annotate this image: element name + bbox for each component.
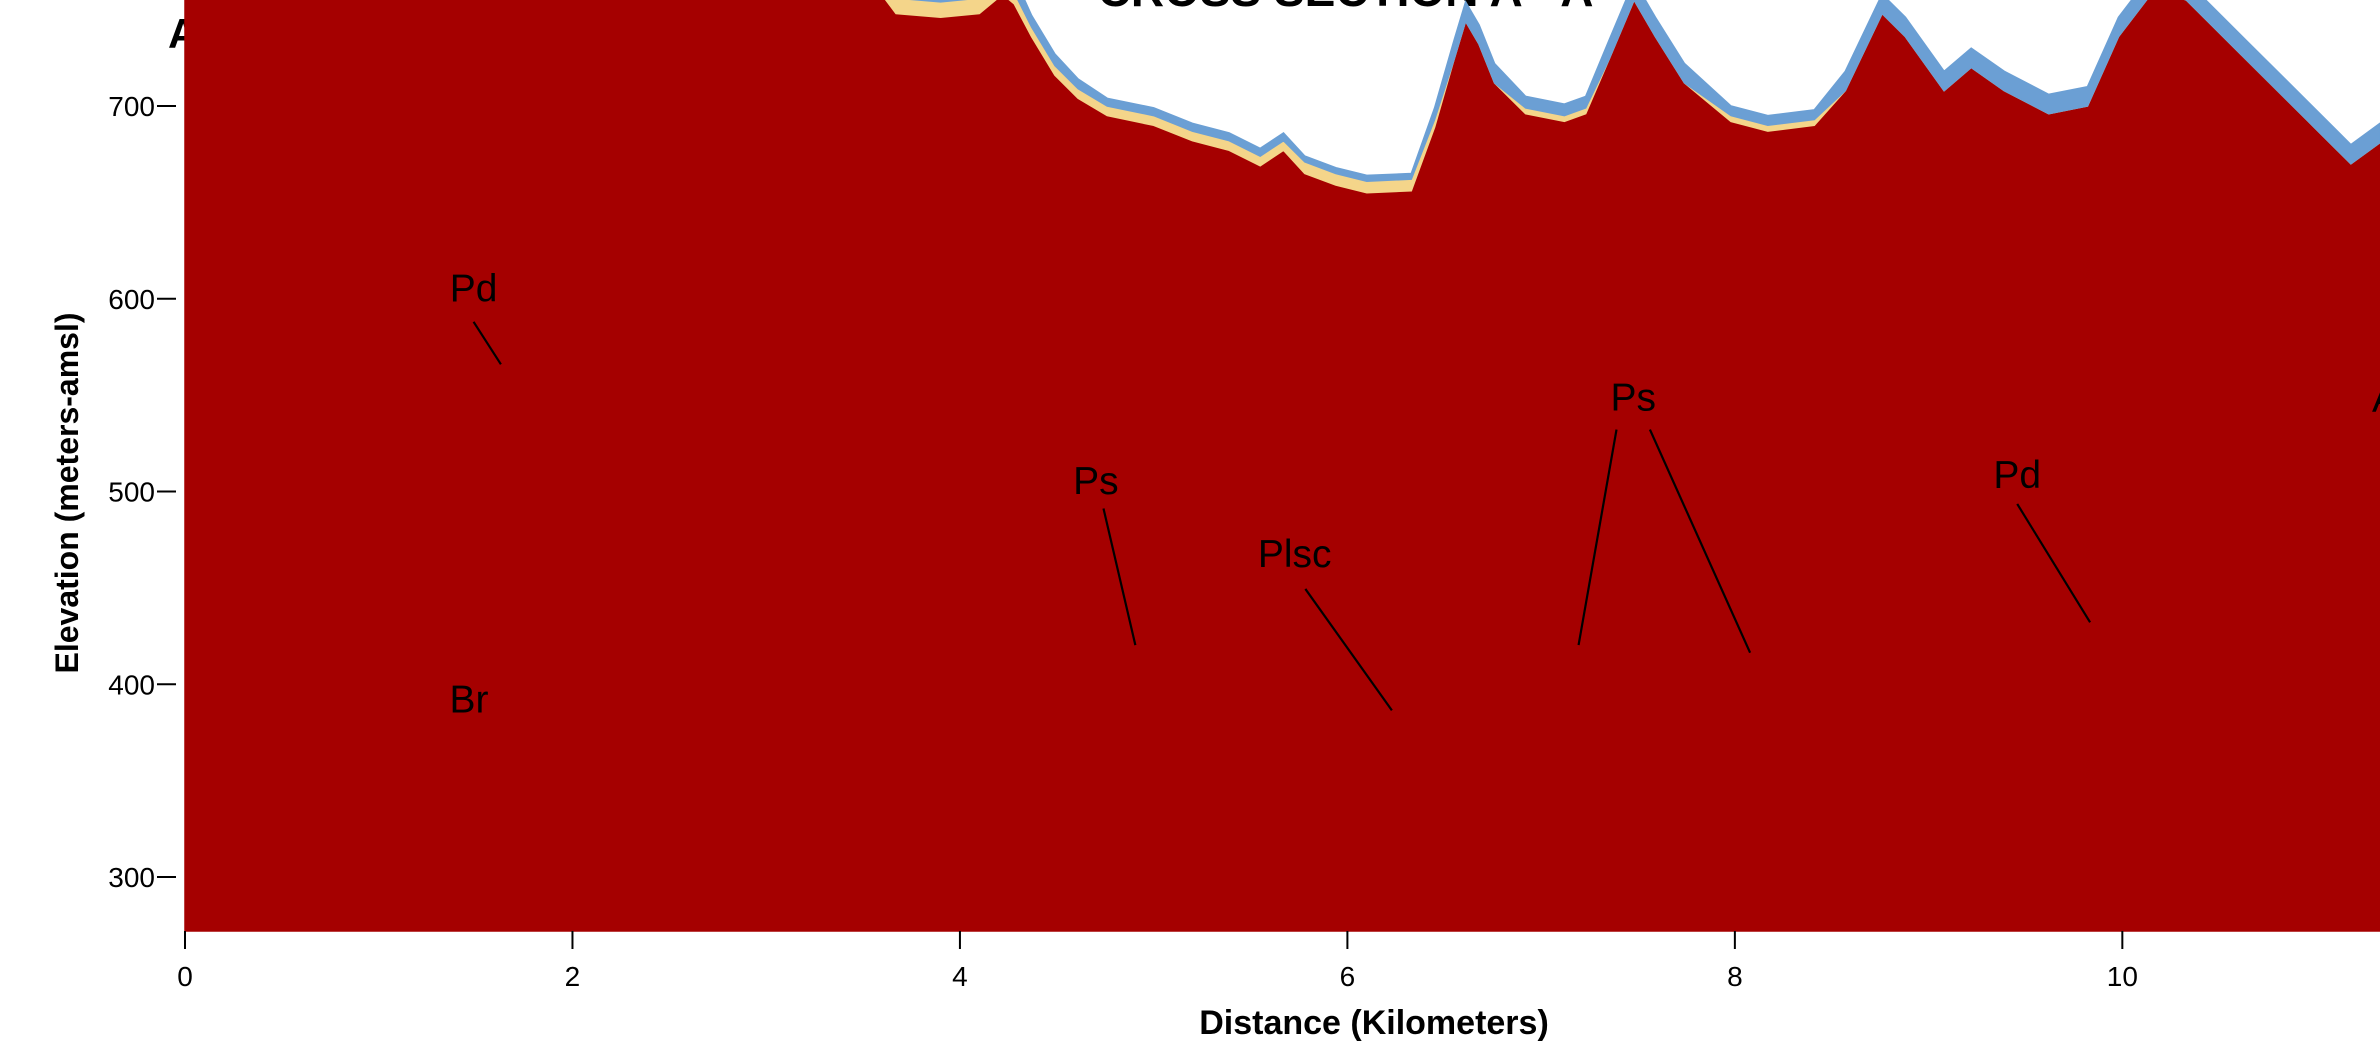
- annotation: Pd: [1993, 454, 2041, 497]
- x-tick-label: 6: [1340, 961, 1356, 992]
- x-tick-label: 0: [177, 961, 193, 992]
- annotation: Ps: [1610, 377, 1656, 420]
- annotation: Pd: [450, 267, 498, 310]
- chart: CROSS SECTION A - A' A Distance (Kilomet…: [0, 0, 2380, 1051]
- annotation: Plsc: [1258, 533, 1332, 576]
- x-tick-label: 4: [952, 961, 968, 992]
- x-tick-label: 2: [565, 961, 581, 992]
- annotation: Ps: [1073, 460, 1119, 503]
- y-tick-label: 500: [108, 477, 155, 508]
- end-label: A': [2372, 378, 2380, 421]
- y-tick-label: 700: [108, 91, 155, 122]
- x-tick-label: 10: [2107, 961, 2138, 992]
- x-axis-label: Distance (Kilometers): [1199, 1004, 1549, 1042]
- y-tick-label: 400: [108, 669, 155, 700]
- annotation: Br: [450, 679, 489, 722]
- page: CROSS SECTION A - A' A Distance (Kilomet…: [0, 0, 2380, 1051]
- y-tick-label: 300: [108, 862, 155, 893]
- areas: [185, 0, 2380, 931]
- y-tick-label: 600: [108, 284, 155, 315]
- x-tick-label: 8: [1727, 961, 1743, 992]
- y-axis-label: Elevation (meters-amsl): [49, 312, 85, 673]
- chart-title: CROSS SECTION A - A': [1098, 0, 1605, 16]
